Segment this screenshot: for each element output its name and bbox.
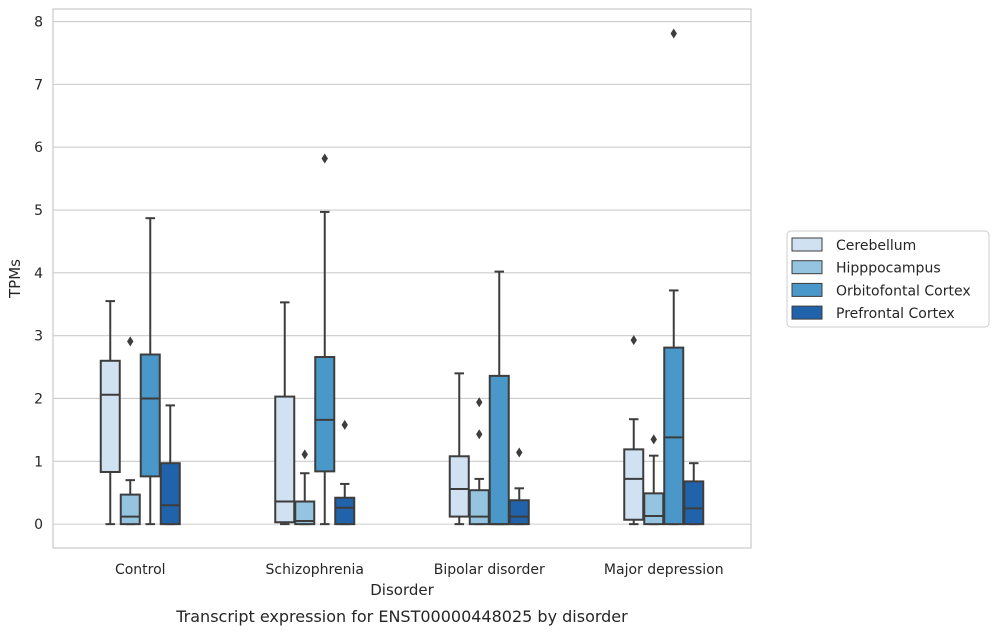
iqr-box [663, 346, 685, 526]
iqr-box [623, 448, 645, 521]
iqr-box [643, 492, 665, 526]
box-prefrontal-cortex [159, 404, 181, 526]
outlier-point [341, 419, 348, 430]
y-tick-label: 5 [34, 203, 43, 219]
iqr-box [294, 500, 316, 526]
box-cerebellum [99, 300, 121, 526]
box-prefrontal-cortex [508, 447, 530, 526]
outlier-point [476, 429, 483, 440]
box-orbitofontal-cortex [314, 153, 336, 526]
x-axis-label: Disorder [370, 581, 434, 599]
box-hipppocampus [468, 397, 490, 526]
x-tick-label: Bipolar disorder [434, 562, 545, 578]
plot-frame [52, 8, 752, 549]
outlier-point [127, 336, 134, 347]
y-tick-label: 6 [34, 140, 43, 156]
legend-swatch [791, 282, 823, 297]
box-prefrontal-cortex [683, 462, 705, 526]
legend-entry: Hipppocampus [836, 261, 941, 277]
legend-swatch [791, 305, 823, 320]
legend-swatch [791, 260, 823, 275]
x-tick-label: Major depression [604, 562, 724, 578]
axis-ticks: 0 1 2 3 4 5 6 7 8 Control Schizophrenia Bipolar dis… [34, 15, 724, 578]
box-cerebellum [623, 335, 645, 526]
legend-entry: Orbitofontal Cortex [836, 283, 971, 299]
y-tick-label: 4 [34, 266, 43, 282]
box-prefrontal-cortex [334, 419, 356, 526]
y-tick-label: 7 [34, 77, 43, 93]
iqr-box [119, 493, 141, 526]
box-cerebellum [448, 372, 470, 526]
box-orbitofontal-cortex [663, 28, 685, 526]
legend-entry: Prefrontal Cortex [836, 306, 955, 322]
x-tick-label: Schizophrenia [266, 562, 364, 578]
outlier-point [476, 397, 483, 408]
iqr-box [274, 395, 296, 524]
y-axis-label: TPMs [6, 259, 24, 299]
x-tick-label: Control [115, 562, 166, 578]
iqr-box [508, 499, 530, 526]
outlier-point [630, 335, 637, 346]
outlier-point [301, 449, 308, 460]
iqr-box [683, 480, 705, 526]
y-tick-label: 2 [34, 391, 43, 407]
outlier-point [321, 153, 328, 164]
box-cerebellum [274, 301, 296, 526]
outlier-point [650, 434, 657, 445]
chart-caption: Transcript expression for ENST0000044802… [175, 607, 628, 626]
box-orbitofontal-cortex [139, 217, 161, 526]
iqr-box [314, 356, 336, 473]
box-hipppocampus [643, 434, 665, 526]
legend: Cerebellum Hipppocampus Orbitofontal Corte… [786, 230, 990, 328]
legend-frame [786, 230, 990, 328]
outlier-point [670, 28, 677, 39]
iqr-box [468, 489, 490, 526]
y-tick-label: 0 [34, 517, 43, 533]
iqr-box [334, 496, 356, 526]
legend-swatch [791, 237, 823, 252]
iqr-box [488, 374, 510, 526]
outlier-point [516, 447, 523, 458]
y-tick-label: 8 [34, 15, 43, 31]
y-tick-label: 3 [34, 329, 43, 345]
box-groups [99, 28, 705, 526]
iqr-box [99, 359, 121, 473]
iqr-box [448, 455, 470, 518]
box-hipppocampus [294, 449, 316, 526]
legend-entry: Cerebellum [836, 238, 916, 254]
iqr-box [159, 462, 181, 526]
box-hipppocampus [119, 336, 141, 526]
y-tick-label: 1 [34, 454, 43, 470]
iqr-box [139, 353, 161, 478]
box-orbitofontal-cortex [488, 270, 510, 526]
